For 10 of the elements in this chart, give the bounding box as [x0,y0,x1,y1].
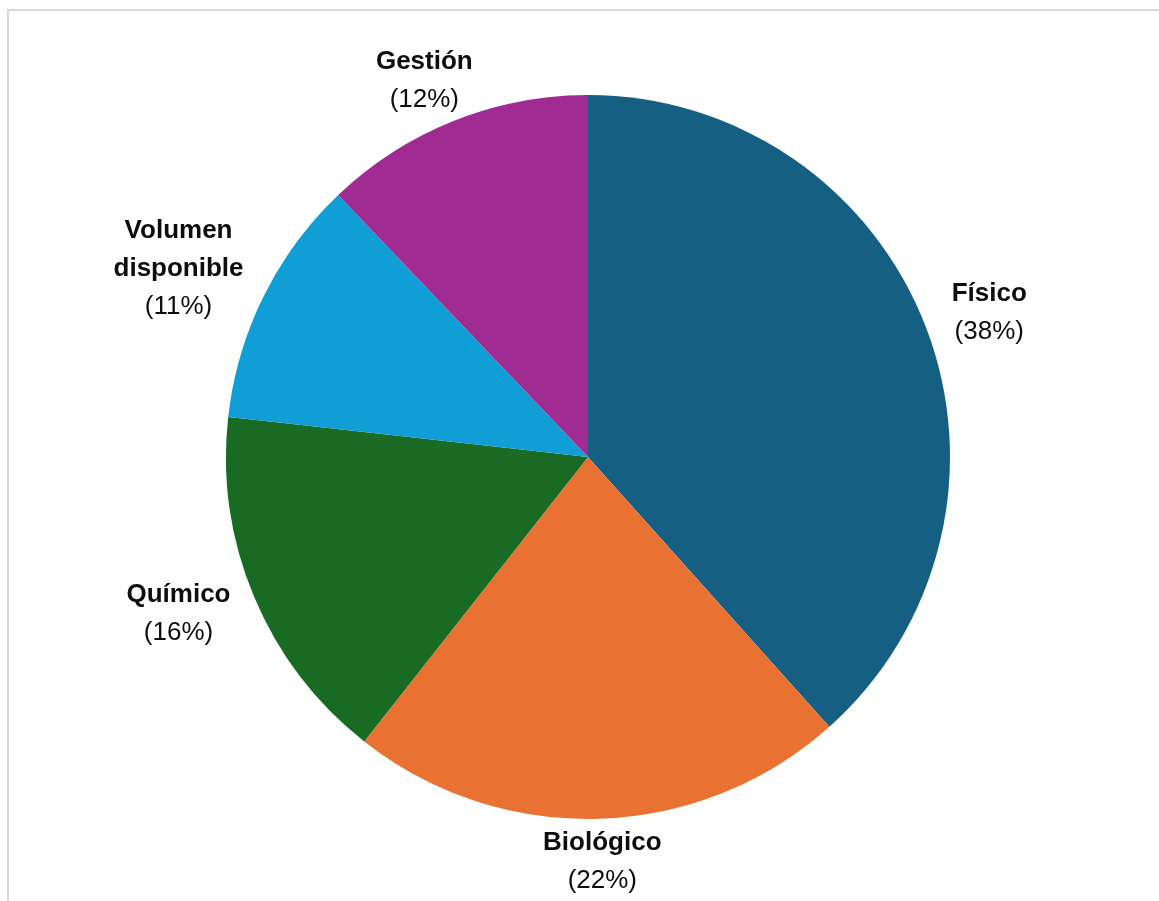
slice-label: Gestión [375,45,473,76]
slice-label: Biológico [543,825,662,856]
slice-label: Químico [126,577,231,608]
slice-label: Volumen disponible [113,213,244,282]
data-label: (22%) [567,863,637,894]
data-label: (38%) [954,314,1024,345]
slice-label: Físico [951,276,1027,307]
data-label: (12%) [389,83,459,114]
data-label: (11%) [144,289,213,320]
data-label: (16%) [143,615,214,646]
